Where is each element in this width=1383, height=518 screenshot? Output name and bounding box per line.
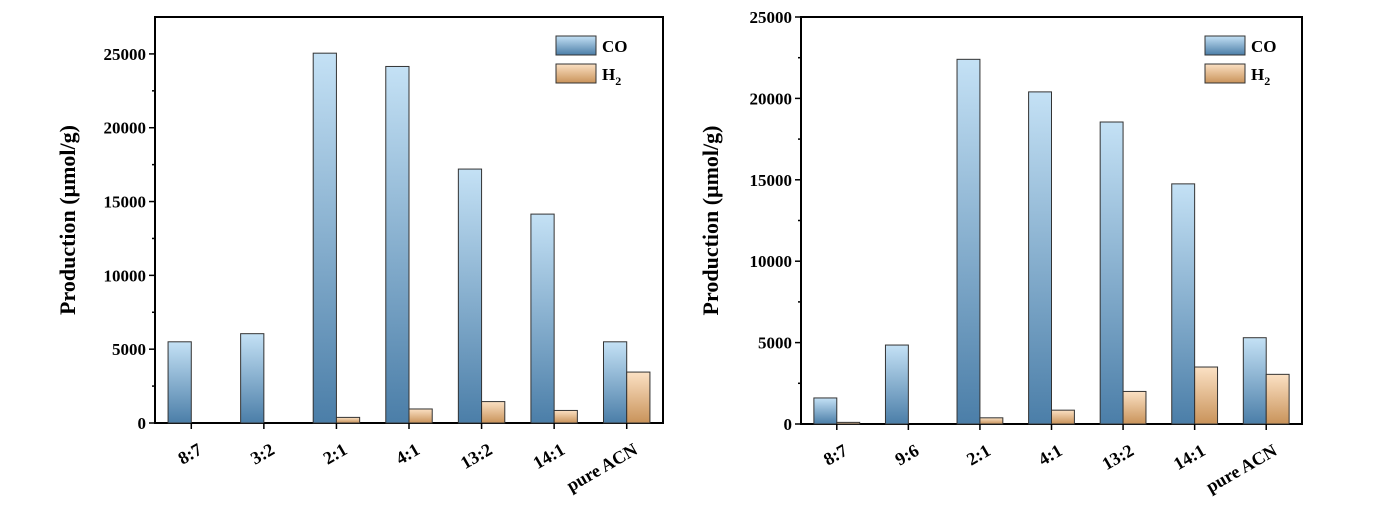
right-category-label: 2:1	[963, 440, 994, 469]
right-bar-co-6	[1242, 337, 1267, 425]
left-ytick-label: 10000	[104, 266, 147, 285]
right-ytick-label: 20000	[750, 89, 793, 108]
left-bar-co-4	[457, 168, 483, 424]
left-category-label: 13:2	[457, 439, 496, 473]
left-ytick-label: 5000	[112, 340, 146, 359]
right-category-label: 14:1	[1170, 440, 1209, 474]
left-legend: CO H2	[555, 35, 628, 88]
left-legend-label-co: CO	[602, 37, 628, 56]
left-category-label: 2:1	[320, 439, 351, 468]
left-category-label: 8:7	[175, 439, 206, 468]
right-category-label: 8:7	[820, 440, 851, 469]
chart-right: 0 5000 10000 15000 20000 25000 Production (μmo…	[698, 8, 1303, 497]
right-category-label: 13:2	[1098, 440, 1137, 474]
left-bar-co-2	[312, 52, 337, 424]
right-bar-h2-6	[1265, 373, 1290, 425]
right-bar-co-1	[884, 344, 909, 425]
left-bar-h2-3	[408, 408, 433, 424]
left-bar-co-0	[167, 341, 192, 424]
chart-left: 0 5000 10000 15000 20000 25000 Production (μmo…	[55, 16, 664, 496]
right-ytick-label: 15000	[750, 171, 793, 190]
right-legend: CO H2	[1204, 35, 1277, 88]
left-bar-co-5	[530, 213, 555, 424]
right-category-label: 9:6	[892, 440, 923, 469]
left-bar-h2-5	[553, 409, 578, 424]
right-bar-co-3	[1028, 91, 1052, 425]
left-category-label: 3:2	[247, 439, 278, 468]
right-legend-swatch-co	[1204, 35, 1246, 56]
left-bar-h2-6	[626, 371, 651, 424]
right-legend-label-co: CO	[1251, 37, 1277, 56]
left-ytick-label: 20000	[104, 119, 147, 138]
right-category-label: pure ACN	[1203, 440, 1281, 496]
right-bar-h2-5	[1194, 366, 1219, 425]
left-ytick-label: 0	[138, 414, 147, 433]
left-legend-label-h2: H2	[602, 65, 621, 88]
right-ytick-label: 25000	[750, 8, 793, 27]
right-bar-h2-4	[1122, 390, 1147, 425]
left-y-axis-title: Production (μmol/g)	[55, 125, 80, 315]
right-bar-co-2	[956, 58, 981, 425]
left-bar-co-3	[385, 65, 410, 424]
left-bar-h2-4	[481, 401, 506, 424]
left-legend-swatch-co	[555, 35, 597, 56]
left-category-label: 4:1	[392, 439, 423, 468]
right-category-label: 4:1	[1035, 440, 1066, 469]
left-bar-co-6	[602, 341, 628, 424]
right-bar-co-5	[1171, 183, 1196, 425]
left-category-label: pure ACN	[563, 439, 641, 495]
right-ytick-label: 0	[784, 415, 793, 434]
right-bar-h2-3	[1051, 409, 1075, 425]
left-bar-co-1	[240, 333, 265, 424]
left-legend-swatch-h2	[555, 63, 597, 84]
right-ytick-label: 10000	[750, 252, 793, 271]
right-y-axis-title: Production (μmol/g)	[698, 126, 723, 316]
left-category-label: 14:1	[530, 439, 569, 473]
right-bar-co-0	[813, 397, 838, 425]
right-bar-h2-0	[836, 421, 861, 425]
left-ytick-label: 15000	[104, 193, 147, 212]
right-ytick-label: 5000	[758, 334, 792, 353]
left-ytick-label: 25000	[104, 45, 147, 64]
right-legend-swatch-h2	[1204, 63, 1246, 84]
right-legend-label-h2: H2	[1251, 65, 1270, 88]
right-bar-co-4	[1099, 121, 1124, 425]
right-bar-h2-2	[979, 417, 1004, 425]
left-bar-h2-2	[335, 416, 361, 424]
